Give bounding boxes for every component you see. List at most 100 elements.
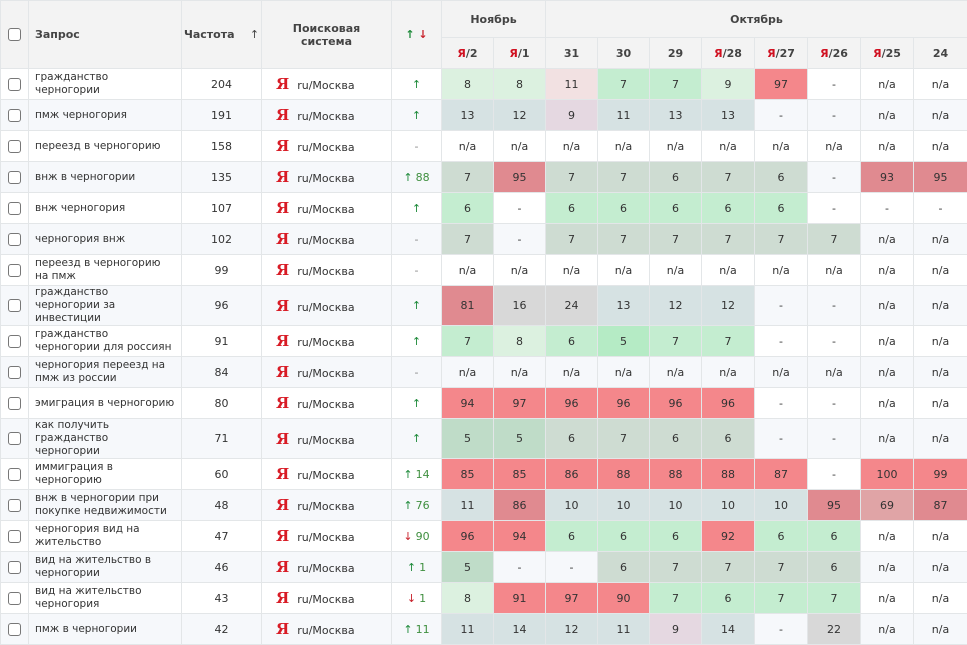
query-cell: гражданство черногории (29, 69, 182, 100)
row-select-cell[interactable] (1, 286, 29, 326)
query-cell: как получить гражданство черногории (29, 419, 182, 459)
position-cell: 10 (546, 490, 598, 521)
position-cell: - (755, 286, 808, 326)
sort-asc-icon[interactable]: ↑ (250, 28, 259, 41)
row-checkbox[interactable] (8, 499, 21, 512)
date-column-header[interactable]: 31 (546, 38, 598, 69)
select-all-checkbox[interactable] (8, 28, 21, 41)
row-select-cell[interactable] (1, 255, 29, 286)
row-checkbox[interactable] (8, 109, 21, 122)
date-column-header[interactable]: Я/25 (861, 38, 914, 69)
row-select-cell[interactable] (1, 326, 29, 357)
row-select-cell[interactable] (1, 193, 29, 224)
yandex-update-marker: Я (873, 47, 881, 60)
row-checkbox[interactable] (8, 592, 21, 605)
row-select-cell[interactable] (1, 419, 29, 459)
no-change-dash: - (415, 366, 419, 379)
date-label: /27 (776, 47, 795, 60)
row-select-cell[interactable] (1, 583, 29, 614)
row-select-cell[interactable] (1, 521, 29, 552)
frequency-cell: 71 (182, 419, 262, 459)
row-select-cell[interactable] (1, 224, 29, 255)
position-cell: - (755, 419, 808, 459)
row-checkbox[interactable] (8, 366, 21, 379)
date-column-header[interactable]: Я/1 (494, 38, 546, 69)
position-cell: 5 (494, 419, 546, 459)
row-checkbox[interactable] (8, 78, 21, 91)
region-label: ru/Москва (297, 593, 354, 606)
position-cell: n/a (598, 255, 650, 286)
row-checkbox[interactable] (8, 202, 21, 215)
position-cell: - (808, 100, 861, 131)
position-cell: 13 (598, 286, 650, 326)
column-header-engine[interactable]: Поисковая система (262, 1, 392, 69)
position-cell: - (914, 193, 967, 224)
row-checkbox[interactable] (8, 233, 21, 246)
date-column-header[interactable]: 24 (914, 38, 967, 69)
row-checkbox[interactable] (8, 432, 21, 445)
row-checkbox[interactable] (8, 140, 21, 153)
arrow-up-icon: ↑ (403, 623, 412, 636)
position-cell: 7 (755, 224, 808, 255)
position-cell: 13 (442, 100, 494, 131)
row-checkbox[interactable] (8, 561, 21, 574)
row-select-cell[interactable] (1, 459, 29, 490)
position-cell: n/a (861, 255, 914, 286)
row-select-cell[interactable] (1, 388, 29, 419)
frequency-cell: 43 (182, 583, 262, 614)
row-select-cell[interactable] (1, 100, 29, 131)
row-select-cell[interactable] (1, 490, 29, 521)
position-cell: 7 (442, 326, 494, 357)
query-cell: вид на жительство черногория (29, 583, 182, 614)
select-all-cell[interactable] (1, 1, 29, 69)
date-column-header[interactable]: Я/27 (755, 38, 808, 69)
date-column-header[interactable]: 30 (598, 38, 650, 69)
yandex-logo-icon: Я (276, 332, 289, 350)
column-header-frequency[interactable]: Частота ↑ (182, 1, 262, 69)
row-checkbox[interactable] (8, 397, 21, 410)
row-checkbox[interactable] (8, 335, 21, 348)
frequency-cell: 60 (182, 459, 262, 490)
region-label: ru/Москва (297, 234, 354, 247)
row-checkbox[interactable] (8, 530, 21, 543)
row-select-cell[interactable] (1, 552, 29, 583)
position-cell: - (755, 614, 808, 645)
position-cell: 6 (598, 193, 650, 224)
date-column-header[interactable]: 29 (650, 38, 702, 69)
column-header-query[interactable]: Запрос (29, 1, 182, 69)
row-select-cell[interactable] (1, 162, 29, 193)
position-cell: n/a (861, 100, 914, 131)
position-cell: n/a (755, 255, 808, 286)
row-checkbox[interactable] (8, 468, 21, 481)
arrow-up-icon: ↑ (412, 397, 421, 410)
row-select-cell[interactable] (1, 357, 29, 388)
position-cell: 6 (546, 521, 598, 552)
column-header-change[interactable]: ↑ ↓ (392, 1, 442, 69)
position-cell: n/a (650, 357, 702, 388)
region-label: ru/Москва (297, 336, 354, 349)
position-cell: n/a (861, 521, 914, 552)
position-cell: 6 (546, 326, 598, 357)
date-column-header[interactable]: Я/28 (702, 38, 755, 69)
position-cell: 7 (650, 69, 702, 100)
region-label: ru/Москва (297, 110, 354, 123)
date-label: 30 (616, 47, 631, 60)
position-cell: 85 (494, 459, 546, 490)
row-select-cell[interactable] (1, 69, 29, 100)
position-cell: n/a (861, 583, 914, 614)
position-cell: 6 (598, 521, 650, 552)
date-column-header[interactable]: Я/26 (808, 38, 861, 69)
position-cell: 7 (755, 552, 808, 583)
row-select-cell[interactable] (1, 131, 29, 162)
position-cell: n/a (861, 388, 914, 419)
row-checkbox[interactable] (8, 171, 21, 184)
date-column-header[interactable]: Я/2 (442, 38, 494, 69)
query-cell: гражданство черногории для россиян (29, 326, 182, 357)
row-checkbox[interactable] (8, 264, 21, 277)
row-checkbox[interactable] (8, 299, 21, 312)
row-select-cell[interactable] (1, 614, 29, 645)
